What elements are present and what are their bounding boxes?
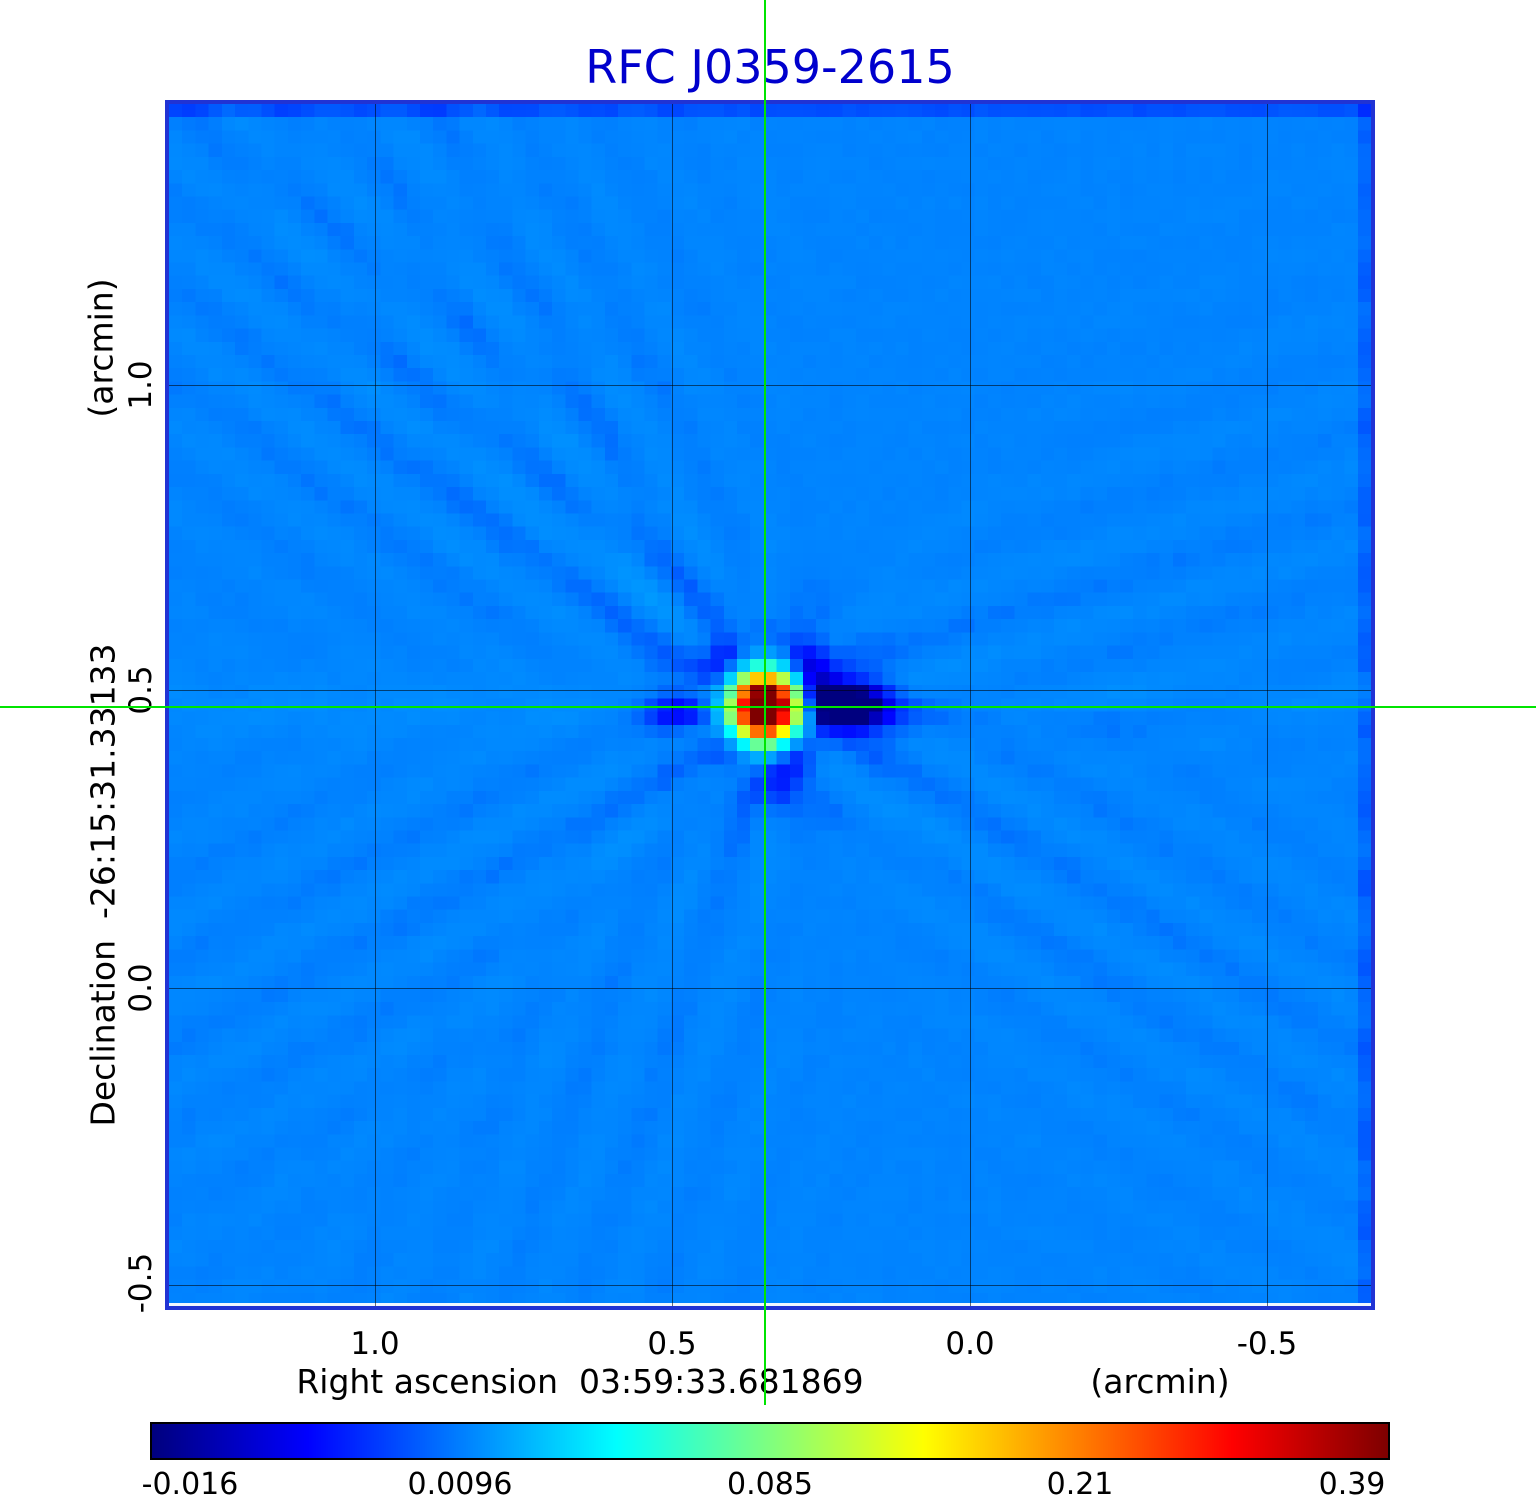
colorbar-tick-label: 0.21 xyxy=(1046,1467,1114,1502)
x-tick-label: 0.5 xyxy=(647,1326,697,1362)
crosshair-horizontal xyxy=(0,705,1536,708)
colorbar-tick-label: 0.085 xyxy=(727,1467,813,1502)
x-tick-label: -0.5 xyxy=(1236,1326,1298,1362)
colorbar-tick-label: -0.016 xyxy=(141,1467,239,1502)
radio-map-canvas xyxy=(169,104,1371,1306)
y-axis-label: Declination -26:15:31.33133 xyxy=(83,643,123,1127)
grid-line-v xyxy=(970,104,971,1306)
grid-line-v xyxy=(1267,104,1268,1306)
grid-line-v xyxy=(375,104,376,1306)
crosshair-vertical xyxy=(764,0,767,1405)
y-tick-label: 1.0 xyxy=(123,360,159,410)
grid-line-h xyxy=(169,988,1371,989)
colorbar-gradient xyxy=(152,1424,1388,1458)
colorbar xyxy=(150,1422,1390,1460)
grid-line-v xyxy=(672,104,673,1306)
x-axis-label: Right ascension 03:59:33.681869 xyxy=(296,1362,864,1401)
y-axis-unit: (arcmin) xyxy=(81,278,121,418)
plot-area xyxy=(165,100,1375,1310)
y-tick-label: -0.5 xyxy=(123,1252,159,1314)
x-axis-unit: (arcmin) xyxy=(1090,1362,1230,1401)
x-tick-label: 0.0 xyxy=(945,1326,995,1362)
colorbar-tick-label: 0.39 xyxy=(1318,1467,1386,1502)
grid-line-h xyxy=(169,385,1371,386)
x-tick-label: 1.0 xyxy=(350,1326,400,1362)
figure-title: RFC J0359-2615 xyxy=(585,40,955,94)
colorbar-tick-label: 0.0096 xyxy=(407,1467,513,1502)
grid-line-h xyxy=(169,690,1371,691)
grid-line-h xyxy=(169,1285,1371,1286)
y-tick-label: 0.0 xyxy=(123,963,159,1013)
